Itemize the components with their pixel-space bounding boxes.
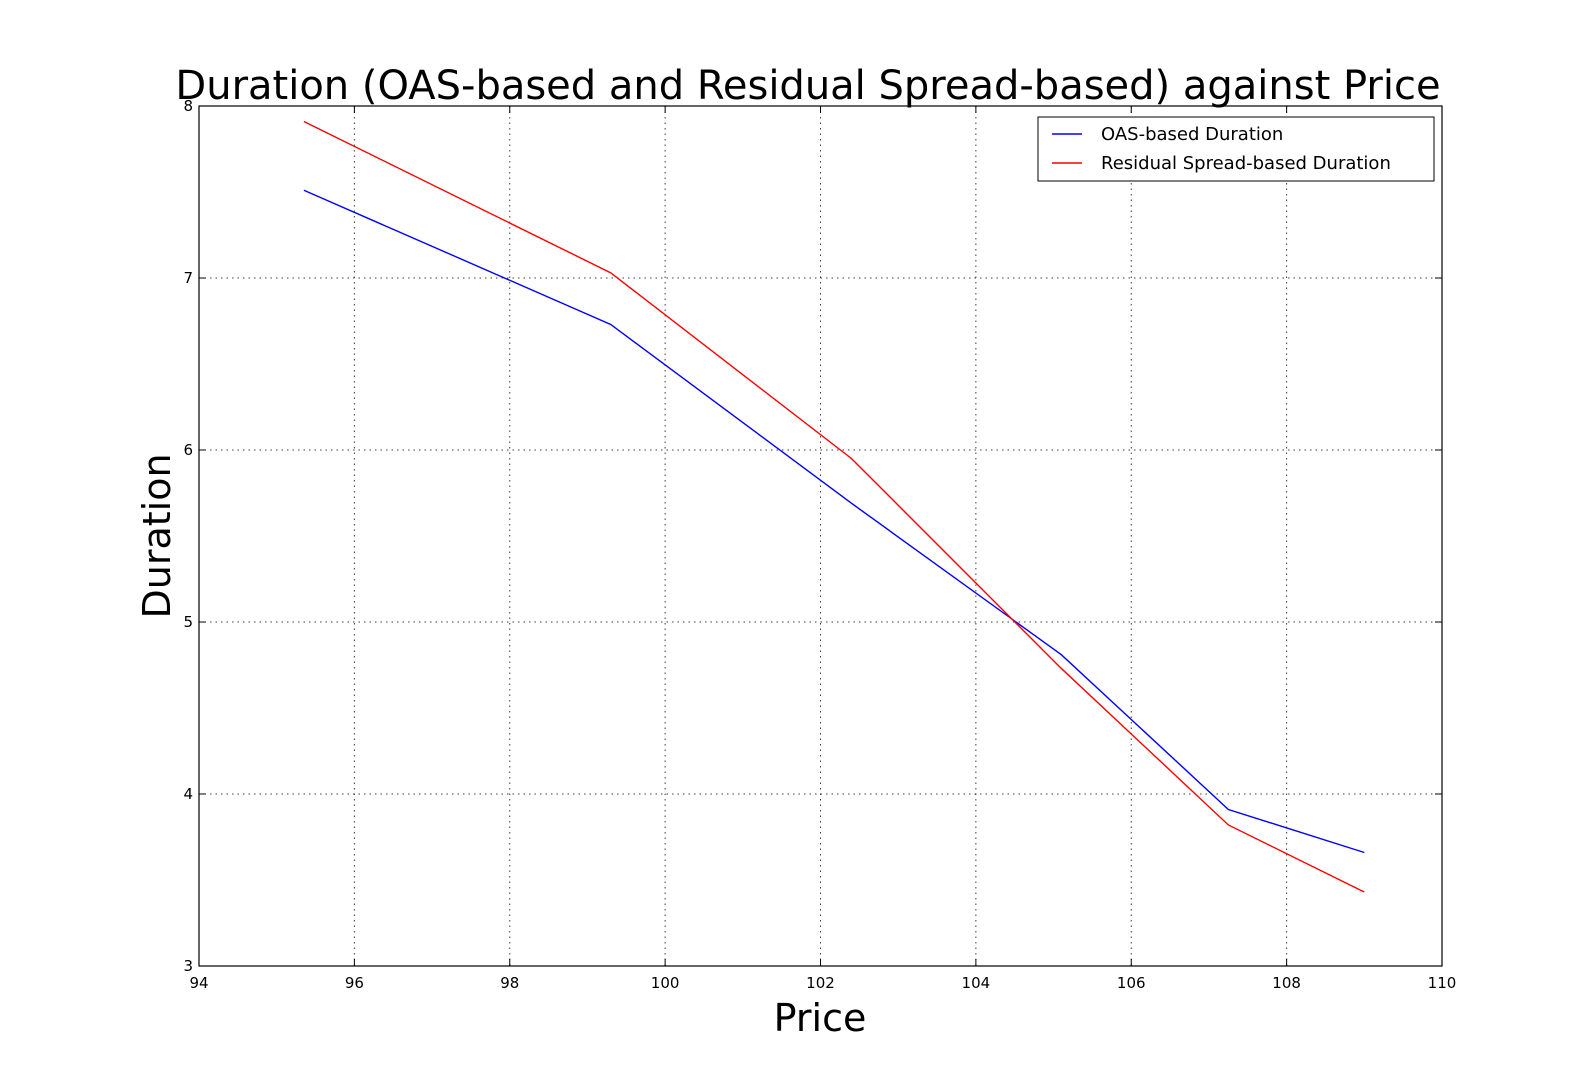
chart-title: Duration (OAS-based and Residual Spread-…	[175, 63, 1440, 109]
x-tick-label: 100	[651, 974, 680, 992]
legend-label-oas: OAS-based Duration	[1101, 124, 1283, 145]
y-tick-label: 5	[183, 613, 193, 631]
legend: OAS-based Duration Residual Spread-based…	[1037, 116, 1435, 182]
series-line-oas-based-duration	[303, 189, 1365, 854]
x-tick-label: 98	[500, 974, 519, 992]
y-tick-label: 3	[183, 957, 193, 975]
x-axis-label: Price	[774, 996, 867, 1040]
x-tick-label: 94	[189, 974, 208, 992]
y-tick-label: 7	[183, 269, 193, 287]
grid-lines	[199, 106, 1442, 966]
x-tick-label: 108	[1272, 974, 1301, 992]
y-tick-label: 4	[183, 785, 193, 803]
y-tick-label: 6	[183, 441, 193, 459]
x-tick-label: 104	[962, 974, 991, 992]
series-line-residual-spread-based-duration	[303, 120, 1365, 893]
y-axis-label: Duration	[135, 453, 179, 618]
x-tick-label: 106	[1117, 974, 1146, 992]
legend-label-residual: Residual Spread-based Duration	[1101, 153, 1391, 174]
x-tick-label: 96	[345, 974, 364, 992]
legend-box	[1037, 116, 1435, 182]
x-axis-ticks: 94 96 98 100 102 104 106 108 110	[189, 106, 1456, 992]
x-tick-label: 102	[806, 974, 835, 992]
y-tick-label: 8	[183, 97, 193, 115]
x-tick-label: 110	[1428, 974, 1457, 992]
plot-series	[303, 120, 1365, 893]
y-axis-ticks: 3 4 5 6 7 8	[183, 97, 1442, 975]
